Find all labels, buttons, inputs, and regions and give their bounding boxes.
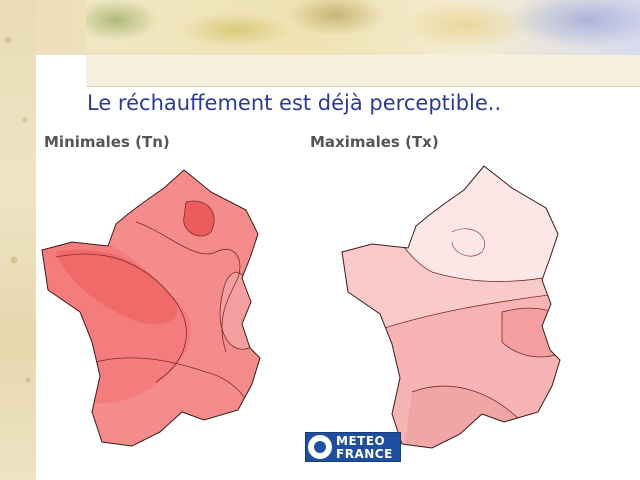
slide-title: Le réchauffement est déjà perceptible.. (87, 91, 502, 115)
meteo-france-logo: METEO FRANCE (305, 432, 401, 462)
map-label-minimales: Minimales (Tn) (44, 133, 170, 151)
banner-stripe (86, 55, 640, 86)
logo-emblem-icon (308, 435, 332, 459)
map-left-zone-east (220, 272, 260, 350)
decorative-left-strip (0, 0, 36, 480)
decorative-banner (86, 0, 640, 87)
map-right-zone-corsica (402, 386, 522, 448)
map-left-zone-core (56, 249, 178, 325)
map-minimales (41, 169, 261, 447)
map-maximales (341, 165, 561, 449)
map-label-maximales: Maximales (Tx) (310, 133, 439, 151)
logo-text-france: FRANCE (336, 447, 393, 461)
map-left-zone-north (183, 201, 215, 237)
logo-text-meteo: METEO (336, 434, 386, 448)
